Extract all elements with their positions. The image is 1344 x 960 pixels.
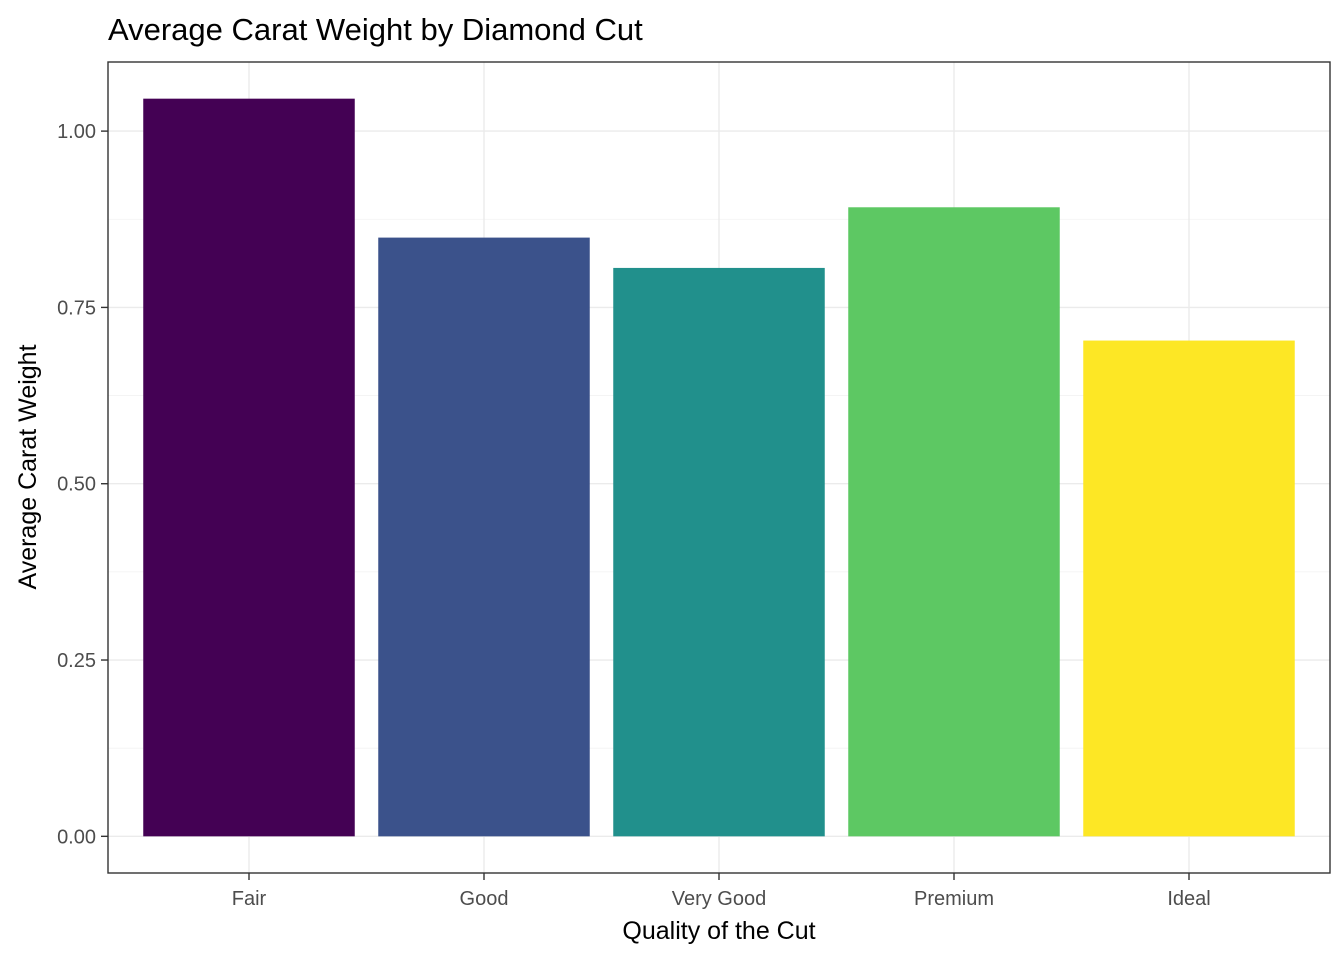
x-tick-label: Very Good xyxy=(672,888,767,910)
bar-good xyxy=(378,237,590,837)
chart-title: Average Carat Weight by Diamond Cut xyxy=(108,12,643,47)
x-tick-label: Fair xyxy=(232,888,267,910)
y-tick-label: 0.00 xyxy=(57,826,96,848)
y-axis: 0.00 0.25 0.50 0.75 1.00 xyxy=(57,121,108,848)
y-tick-label: 0.25 xyxy=(57,650,96,672)
y-tick-label: 0.75 xyxy=(57,297,96,319)
bar-premium xyxy=(848,207,1060,837)
bars xyxy=(143,98,1295,837)
x-axis: Fair Good Very Good Premium Ideal xyxy=(232,873,1211,910)
y-tick-label: 0.50 xyxy=(57,474,96,496)
x-tick-label: Ideal xyxy=(1167,888,1210,910)
bar-ideal xyxy=(1083,340,1295,837)
x-tick-label: Premium xyxy=(914,888,994,910)
x-axis-title: Quality of the Cut xyxy=(622,917,815,945)
bar-very-good xyxy=(613,267,825,837)
y-tick-label: 1.00 xyxy=(57,121,96,143)
bar-fair xyxy=(143,98,355,837)
x-tick-label: Good xyxy=(460,888,509,910)
y-axis-title: Average Carat Weight xyxy=(14,344,42,589)
